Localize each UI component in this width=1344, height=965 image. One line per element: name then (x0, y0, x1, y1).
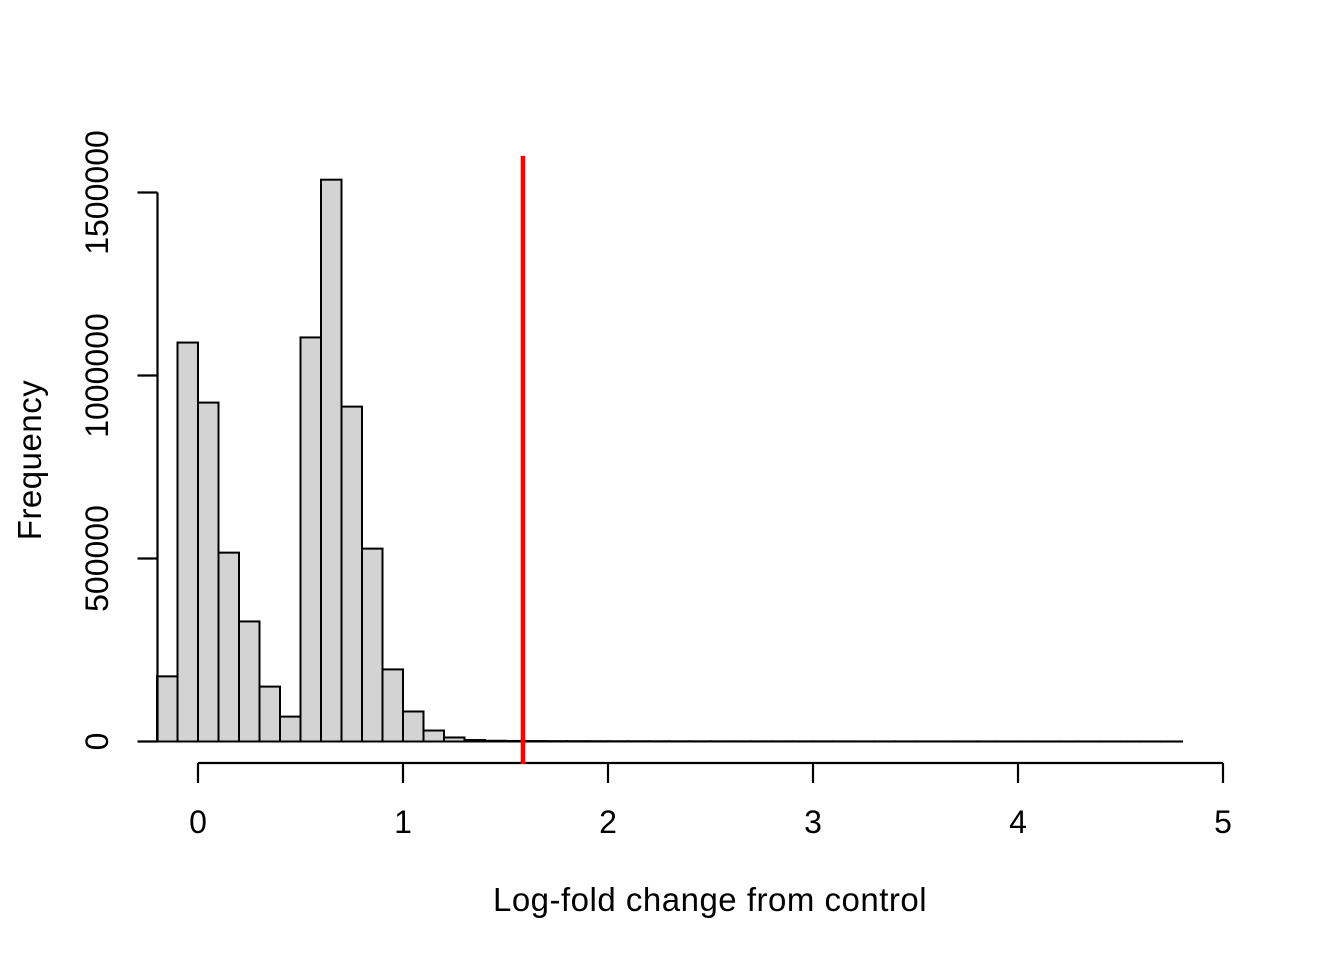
histogram-bar (219, 553, 240, 742)
x-tick-label: 3 (804, 804, 822, 840)
histogram-bar (280, 717, 301, 742)
histogram-bar (342, 407, 363, 742)
histogram-bar (362, 549, 383, 742)
histogram-bar (485, 741, 506, 742)
y-tick-label: 500000 (79, 505, 115, 612)
histogram-bar (444, 737, 465, 741)
histogram-bar (465, 740, 486, 741)
y-tick-label: 1000000 (79, 313, 115, 438)
histogram-bar (403, 711, 424, 741)
histogram-bar (157, 676, 178, 741)
histogram-bar (260, 687, 281, 742)
y-axis-title: Frequency (11, 380, 49, 540)
x-tick-label: 5 (1214, 804, 1232, 840)
histogram-bar (424, 731, 445, 742)
histogram-bar (321, 180, 342, 742)
x-tick-label: 0 (189, 804, 207, 840)
histogram-bar (239, 621, 260, 741)
histogram-bar (178, 343, 199, 742)
x-tick-label: 4 (1009, 804, 1027, 840)
y-tick-label: 0 (79, 733, 115, 751)
x-tick-label: 2 (599, 804, 617, 840)
histogram-bar (301, 337, 322, 741)
y-tick-label: 1500000 (79, 130, 115, 255)
x-axis-title: Log-fold change from control (493, 881, 927, 919)
x-tick-label: 1 (394, 804, 412, 840)
histogram-bar (383, 669, 404, 741)
histogram-bar (198, 403, 219, 742)
